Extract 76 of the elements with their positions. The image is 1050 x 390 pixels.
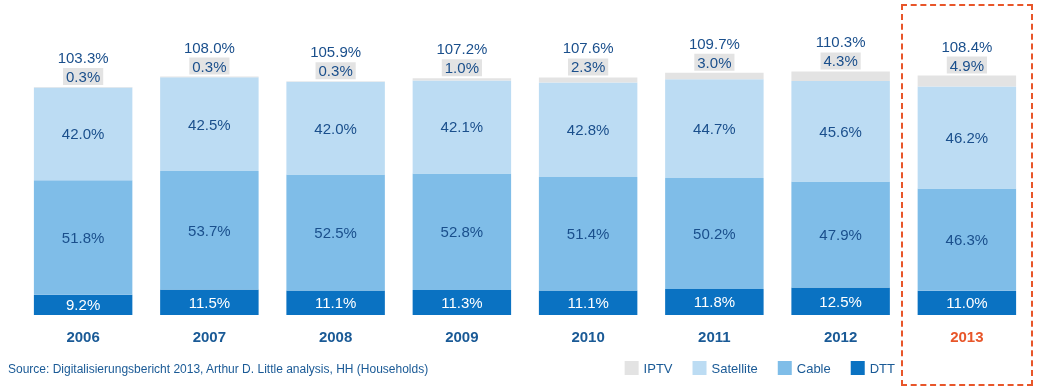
bar (160, 289, 259, 315)
bar (538, 82, 638, 177)
data-label: 3.0% (697, 53, 732, 71)
bar (665, 178, 764, 289)
data-label: 42.5% (188, 115, 231, 133)
data-label: 45.6% (819, 122, 862, 140)
legend-label: Cable (796, 360, 831, 376)
bar (33, 87, 133, 181)
bar (33, 180, 133, 295)
data-label: 0.3% (66, 67, 101, 85)
data-label: 11.5% (188, 293, 231, 311)
data-label: 52.5% (314, 224, 357, 242)
data-label: 4.9% (949, 56, 984, 74)
data-label: 1.0% (444, 59, 479, 77)
x-tick-label: 2008 (318, 328, 353, 345)
data-label: 12.5% (819, 292, 862, 310)
data-label: 2.3% (571, 58, 606, 76)
x-tick-label: 2006 (66, 328, 100, 345)
data-label: 0.3% (192, 57, 227, 75)
bar (160, 171, 259, 290)
bar (665, 288, 764, 315)
legend-label: IPTV (643, 360, 673, 376)
bar (538, 290, 638, 315)
data-label: 42.1% (440, 118, 484, 136)
x-tick-label: 2012 (823, 328, 858, 345)
x-tick-label: 2011 (698, 328, 731, 345)
bar (791, 80, 890, 182)
bar (917, 188, 1017, 291)
total-label: 107.2% (436, 40, 488, 58)
total-label: 108.4% (941, 37, 993, 55)
total-label: 108.0% (183, 38, 235, 56)
data-label: 11.1% (567, 294, 609, 312)
total-label: 107.6% (562, 39, 614, 57)
bar (665, 79, 764, 179)
total-label: 110.3% (815, 33, 866, 51)
data-label: 51.4% (566, 225, 610, 243)
legend-label: Satellite (711, 360, 758, 376)
x-tick-label: 2009 (445, 328, 479, 345)
data-label: 52.8% (440, 223, 484, 241)
data-label: 11.1% (314, 294, 357, 312)
bar (791, 287, 890, 315)
bar (412, 290, 512, 315)
data-label: 0.3% (318, 62, 353, 80)
data-label: 47.9% (819, 226, 862, 244)
data-label: 4.3% (823, 52, 858, 70)
legend-label: DTT (869, 360, 896, 376)
data-label: 9.2% (66, 296, 101, 314)
bar (538, 176, 638, 291)
bar (160, 77, 259, 172)
data-label: 11.3% (441, 294, 483, 312)
data-label: 46.2% (945, 128, 989, 146)
data-label: 50.2% (693, 225, 736, 243)
bar (412, 80, 512, 174)
data-label: 42.8% (566, 121, 610, 139)
x-tick-label: 2010 (571, 328, 605, 345)
total-label: 103.3% (57, 48, 109, 66)
x-tick-label: 2007 (192, 328, 227, 345)
x-tick-label: 2013 (950, 328, 984, 345)
bar (286, 290, 385, 315)
source-note: Source: Digitalisierungsbericht 2013, Arthur D. Little analysis, HH (Households) (8, 362, 429, 376)
data-label: 11.0% (946, 294, 988, 312)
bar (286, 174, 385, 291)
total-label: 109.7% (688, 34, 740, 52)
bar (412, 173, 512, 291)
data-label: 42.0% (61, 125, 105, 143)
total-label: 105.9% (310, 43, 362, 61)
data-label: 11.8% (693, 293, 736, 311)
data-label: 46.3% (945, 231, 989, 249)
data-label: 51.8% (61, 228, 105, 246)
bar (917, 86, 1017, 189)
bar (286, 81, 385, 175)
data-label: 42.0% (314, 119, 357, 137)
data-label: 53.7% (188, 221, 231, 239)
data-label: 44.7% (693, 120, 736, 138)
bar (917, 290, 1017, 315)
bar (791, 181, 890, 288)
